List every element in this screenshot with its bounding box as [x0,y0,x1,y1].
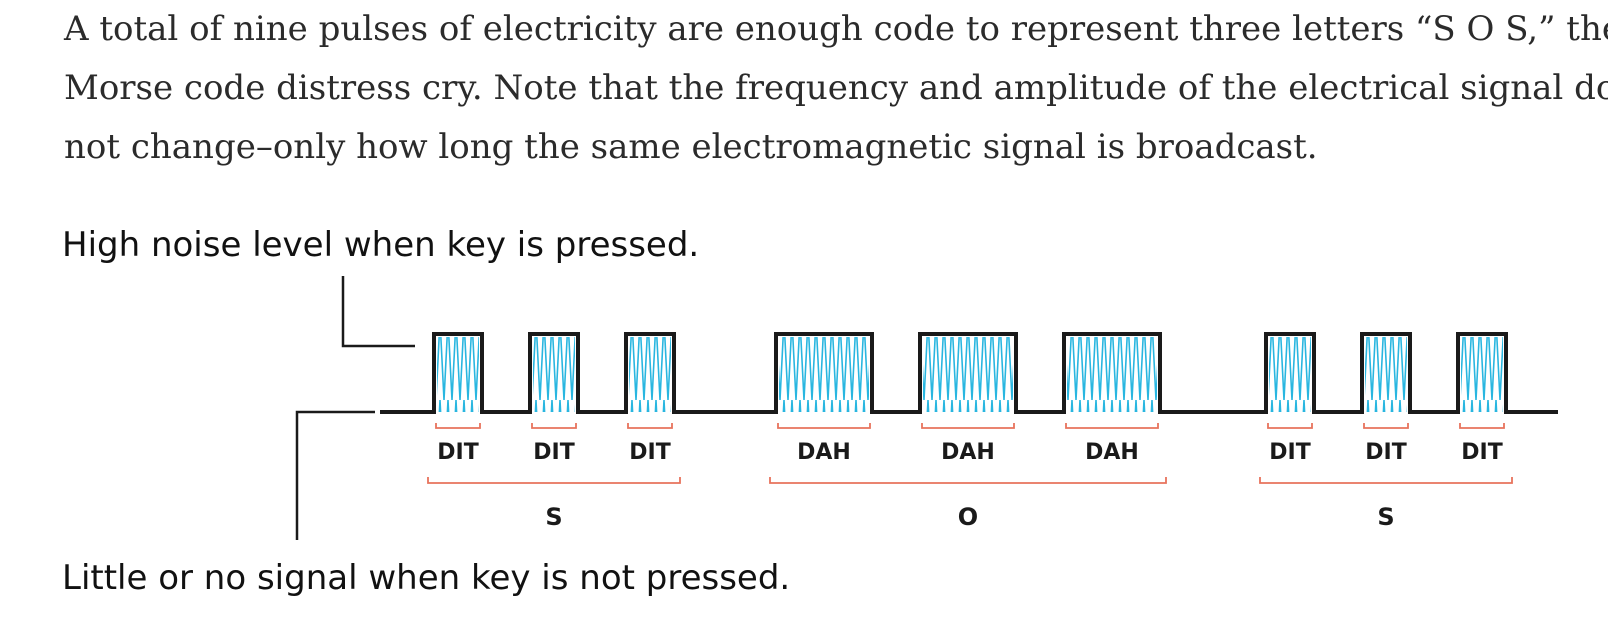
pulse-fill [629,337,671,412]
intro-paragraph: A total of nine pulses of electricity ar… [64,0,1608,177]
pulse-fill [437,337,479,412]
pulse-label-dit: DIT [1365,440,1406,465]
letter-bracket [427,477,681,484]
high-level-label: High noise level when key is pressed. [62,225,699,265]
pulse-fill [533,337,575,412]
pulse-bracket [435,423,481,429]
pulse-bracket [1267,423,1313,429]
pulse-label-dit: DIT [437,440,478,465]
signal-waveform [380,332,1558,414]
pulse-bracket [921,423,1015,429]
low-level-pointer [295,410,375,540]
pulse-label-dit: DIT [1269,440,1310,465]
pulse-fill [1461,337,1503,412]
pulse-train [380,332,1558,414]
pulse-label-dit: DIT [533,440,574,465]
pulse-fill [1365,337,1407,412]
pulse-labels: DIT DIT DIT S DAH DAH DAH O DIT DIT DIT S [427,423,1513,531]
pulse-bracket [1363,423,1409,429]
paragraph-line-2: Morse code distress cry. Note that the f… [64,68,1608,108]
pulse-label-dit: DIT [629,440,670,465]
pulse-fill [1067,337,1157,412]
pulse-fill [1269,337,1311,412]
letter-bracket [1259,477,1513,484]
pulse-label-dit: DIT [1461,440,1502,465]
pulse-bracket [1065,423,1159,429]
letter-label: S [1377,503,1394,531]
pulse-label-dah: DAH [1085,440,1139,465]
pulse-bracket [627,423,673,429]
letter-bracket [769,477,1167,484]
pulse-label-dah: DAH [797,440,851,465]
pulse-bracket [1459,423,1505,429]
letter-label: S [545,503,562,531]
letter-label: O [958,503,978,531]
pulse-bracket [777,423,871,429]
high-level-pointer [341,276,415,348]
low-level-label: Little or no signal when key is not pres… [62,558,790,598]
pulse-fill [779,337,869,412]
pulse-label-dah: DAH [941,440,995,465]
pulse-bracket [531,423,577,429]
paragraph-line-1: A total of nine pulses of electricity ar… [64,9,1608,49]
pulse-fill [923,337,1013,412]
paragraph-line-3: not change–only how long the same electr… [64,127,1318,167]
